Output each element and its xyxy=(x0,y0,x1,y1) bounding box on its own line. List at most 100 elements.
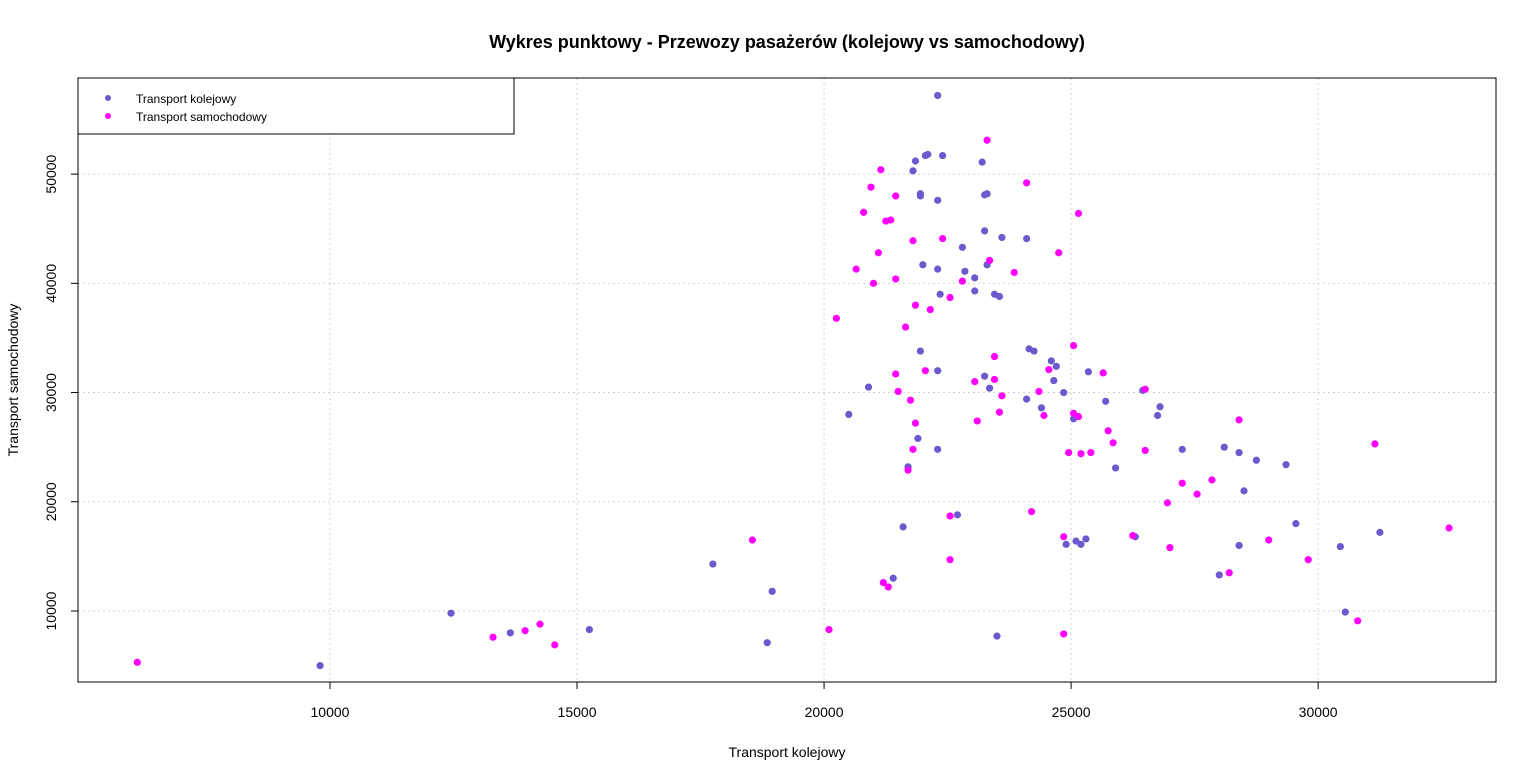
data-point-series-0 xyxy=(585,625,593,634)
data-point-series-0 xyxy=(1023,234,1031,243)
data-point-series-1 xyxy=(825,625,833,634)
data-point-series-0 xyxy=(981,372,989,380)
legend-box xyxy=(77,77,515,135)
data-point-series-0 xyxy=(709,560,717,568)
data-point-series-1 xyxy=(1099,369,1107,377)
data-point-series-1 xyxy=(973,417,981,425)
x-tick-label: 20000 xyxy=(805,704,844,720)
x-tick-label: 30000 xyxy=(1299,704,1338,720)
data-point-series-1 xyxy=(489,633,497,641)
data-point-series-0 xyxy=(1235,541,1243,550)
data-point-series-0 xyxy=(914,434,922,443)
data-point-series-0 xyxy=(768,587,776,595)
data-point-series-0 xyxy=(1052,362,1060,370)
data-point-series-0 xyxy=(1235,449,1243,457)
data-point-series-0 xyxy=(958,243,966,251)
data-point-series-1 xyxy=(536,620,544,628)
data-points xyxy=(133,91,1453,670)
data-point-series-1 xyxy=(958,277,966,285)
data-point-series-0 xyxy=(981,227,989,235)
data-point-series-0 xyxy=(934,196,942,204)
data-point-series-0 xyxy=(936,290,944,298)
data-point-series-1 xyxy=(1163,499,1172,507)
data-point-series-0 xyxy=(316,662,324,670)
data-point-series-1 xyxy=(911,301,920,309)
data-point-series-0 xyxy=(916,347,925,355)
data-point-series-0 xyxy=(1102,397,1110,405)
data-point-series-1 xyxy=(1069,341,1078,350)
data-point-series-1 xyxy=(901,323,910,331)
chart-title: Wykres punktowy - Przewozy pasażerów (ko… xyxy=(489,32,1085,52)
grid xyxy=(78,78,1496,682)
plot-border xyxy=(77,77,1497,683)
y-tick-label: 40000 xyxy=(43,264,59,303)
data-point-series-1 xyxy=(879,579,887,587)
data-point-series-1 xyxy=(946,293,954,302)
data-point-series-1 xyxy=(939,234,947,243)
data-point-series-1 xyxy=(1010,268,1018,277)
data-point-series-1 xyxy=(1208,476,1216,484)
data-point-series-1 xyxy=(1045,366,1053,374)
data-point-series-1 xyxy=(995,408,1004,416)
data-point-series-1 xyxy=(904,466,912,474)
data-point-series-1 xyxy=(1077,450,1085,458)
data-point-series-1 xyxy=(1141,385,1149,393)
data-point-series-1 xyxy=(521,627,529,635)
data-point-series-1 xyxy=(1060,533,1068,541)
data-point-series-0 xyxy=(953,511,962,519)
data-point-series-1 xyxy=(1304,556,1312,564)
data-point-series-0 xyxy=(1336,542,1344,551)
data-point-series-0 xyxy=(1178,445,1186,453)
data-point-series-1 xyxy=(1193,490,1201,498)
data-point-series-1 xyxy=(877,166,885,174)
data-point-series-0 xyxy=(924,150,932,159)
data-point-series-0 xyxy=(934,367,942,375)
legend: Transport kolejowy Transport samochodowy xyxy=(77,77,515,135)
data-point-series-0 xyxy=(1084,368,1092,376)
data-point-series-0 xyxy=(1376,528,1384,536)
data-point-series-1 xyxy=(911,419,920,427)
data-point-series-1 xyxy=(909,237,917,245)
data-point-series-0 xyxy=(934,445,942,453)
data-point-series-0 xyxy=(993,632,1001,640)
legend-label-transport-samochodowy: Transport samochodowy xyxy=(136,110,267,124)
data-point-series-1 xyxy=(1027,508,1036,516)
data-point-series-0 xyxy=(1060,388,1068,397)
data-point-series-1 xyxy=(887,216,895,224)
data-point-series-1 xyxy=(909,445,917,453)
x-tick-label: 25000 xyxy=(1052,704,1091,720)
data-point-series-1 xyxy=(1104,427,1112,435)
y-axis: 10000 20000 30000 40000 50000 xyxy=(43,154,78,630)
data-point-series-1 xyxy=(1023,179,1031,187)
data-point-series-1 xyxy=(971,378,979,386)
data-point-series-0 xyxy=(909,167,917,175)
data-point-series-0 xyxy=(911,157,920,165)
data-point-series-1 xyxy=(1040,411,1048,420)
data-point-series-1 xyxy=(832,314,841,322)
legend-label-transport-kolejowy: Transport kolejowy xyxy=(136,92,236,106)
data-point-series-1 xyxy=(884,583,892,591)
data-point-series-1 xyxy=(998,392,1006,400)
data-point-series-1 xyxy=(1225,569,1233,577)
x-tick-label: 15000 xyxy=(558,704,597,720)
data-point-series-1 xyxy=(892,192,900,200)
data-point-series-1 xyxy=(1166,544,1174,552)
data-point-series-1 xyxy=(1060,630,1068,638)
data-point-series-1 xyxy=(874,249,883,257)
data-point-series-0 xyxy=(978,158,986,166)
data-point-series-1 xyxy=(892,370,900,378)
data-point-series-1 xyxy=(859,208,868,216)
data-point-series-1 xyxy=(1055,249,1063,257)
data-point-series-1 xyxy=(921,367,929,375)
data-point-series-0 xyxy=(939,151,947,160)
data-point-series-1 xyxy=(852,265,860,273)
data-point-series-0 xyxy=(1292,520,1300,528)
data-point-series-0 xyxy=(985,384,994,392)
data-point-series-1 xyxy=(1371,440,1379,448)
data-point-series-1 xyxy=(1065,449,1073,457)
data-point-series-0 xyxy=(1047,357,1055,365)
data-point-series-0 xyxy=(506,629,514,637)
data-point-series-1 xyxy=(946,512,954,520)
data-point-series-0 xyxy=(1153,411,1162,420)
